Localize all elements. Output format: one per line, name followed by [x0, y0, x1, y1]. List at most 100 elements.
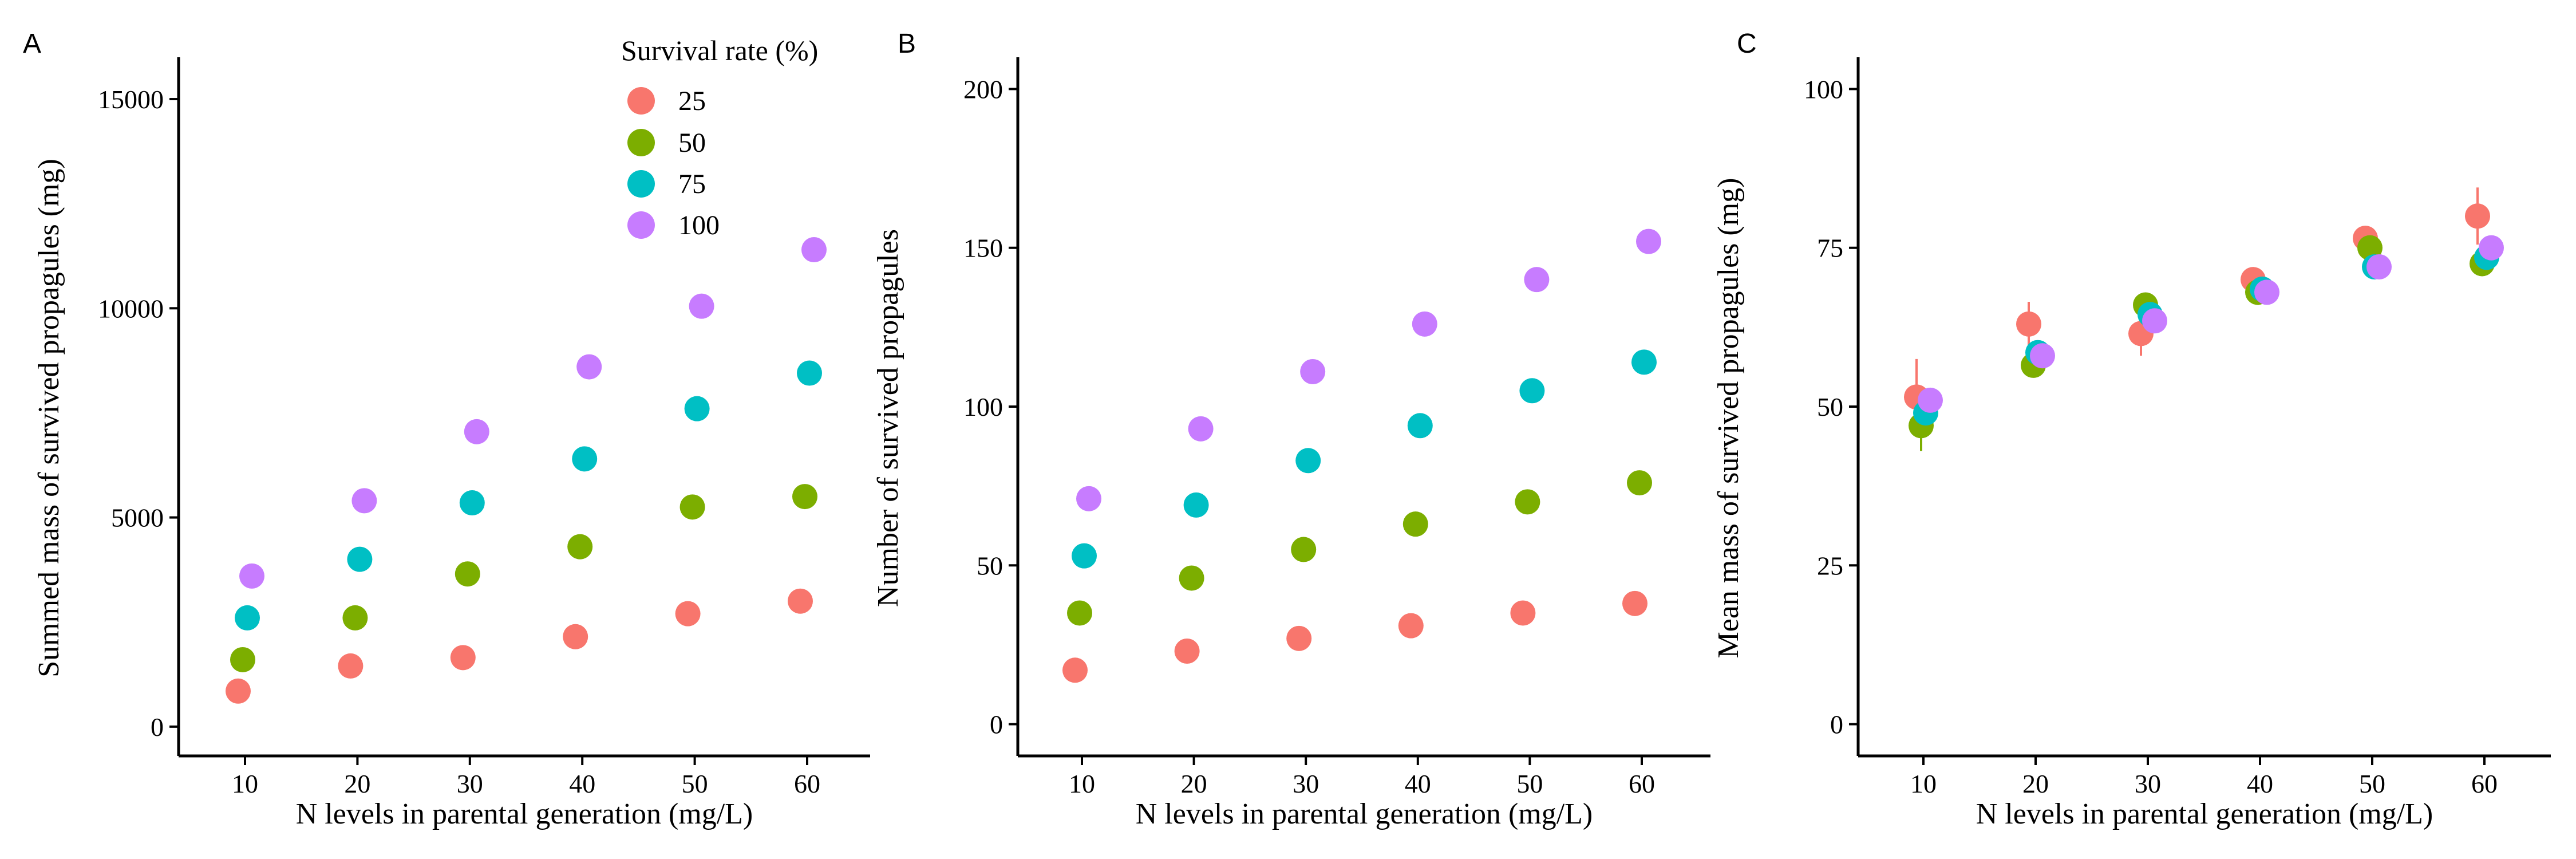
data-point-25	[1510, 600, 1536, 626]
data-point-100	[2366, 254, 2392, 279]
legend-label-75: 75	[678, 169, 706, 199]
legend-key-100	[627, 211, 655, 239]
data-point-100	[1188, 416, 1214, 442]
legend-key-75	[627, 170, 655, 198]
y-tick-label: 0	[151, 712, 164, 742]
data-point-100	[351, 488, 377, 514]
x-tick-label: 50	[682, 769, 708, 798]
panel-letter-b: B	[898, 29, 916, 59]
data-point-100	[2479, 235, 2504, 261]
data-point-75	[347, 546, 373, 572]
x-tick-label: 10	[1069, 769, 1095, 798]
data-point-100	[239, 563, 264, 589]
y-tick-label: 100	[963, 392, 1003, 421]
data-point-25	[563, 624, 588, 649]
panel-b-plot: 0 50 100 150 200 10 20 30 40 50 60 N levels in pare…	[872, 57, 1710, 830]
data-point-100	[576, 354, 602, 380]
y-axis-title: Mean mass of survived propagules (mg)	[1712, 178, 1745, 658]
data-point-50	[1291, 537, 1317, 562]
data-point-25	[1622, 590, 1647, 616]
data-point-50	[2357, 235, 2383, 261]
y-tick-label: 50	[977, 551, 1003, 580]
data-point-25	[2016, 311, 2041, 337]
legend-entry-75: 75	[627, 169, 706, 199]
data-point-100	[2030, 343, 2055, 369]
data-point-100	[2142, 308, 2167, 334]
data-point-50	[792, 484, 817, 510]
data-point-100	[801, 237, 827, 263]
data-point-75	[1407, 413, 1433, 439]
data-point-100	[1300, 359, 1326, 384]
panel-letter-a: A	[23, 29, 41, 59]
data-point-100	[1076, 486, 1101, 511]
data-point-50	[1067, 600, 1092, 626]
data-point-25	[1286, 625, 1312, 651]
x-axis-title: N levels in parental generation (mg/L)	[296, 798, 753, 830]
legend-key-50	[627, 129, 655, 156]
y-tick-label: 200	[963, 74, 1003, 104]
x-tick-label: 10	[1910, 769, 1937, 798]
data-point-75	[1072, 543, 1097, 569]
data-point-75	[572, 446, 598, 472]
data-point-50	[1515, 489, 1540, 515]
legend: Survival rate (%) 25 50 75 100	[621, 34, 818, 241]
x-tick-label: 30	[457, 769, 483, 798]
x-tick-label: 10	[232, 769, 258, 798]
y-axis-title: Number of survived propagules	[872, 229, 904, 607]
data-point-75	[1631, 349, 1657, 375]
panel-c-plot: 0 25 50 75 100 10 20 30 40 50 60 N levels in parent…	[1712, 57, 2551, 830]
data-point-25	[1398, 613, 1424, 639]
y-tick-label: 150	[963, 234, 1003, 263]
data-point-75	[459, 490, 485, 516]
data-point-50	[342, 605, 368, 631]
panel-letter-c: C	[1737, 29, 1757, 59]
data-point-50	[455, 561, 480, 587]
data-point-100	[1412, 311, 1437, 337]
y-tick-label: 25	[1817, 551, 1843, 580]
data-point-25	[1174, 639, 1200, 664]
x-tick-label: 60	[1629, 769, 1655, 798]
data-point-100	[1524, 267, 1550, 293]
x-tick-label: 60	[794, 769, 820, 798]
x-tick-label: 30	[1293, 769, 1319, 798]
legend-entry-50: 50	[627, 128, 706, 158]
x-tick-label: 50	[1516, 769, 1543, 798]
data-point-100	[1918, 387, 1943, 413]
x-tick-label: 20	[344, 769, 370, 798]
x-tick-label: 40	[569, 769, 595, 798]
legend-label-50: 50	[678, 128, 706, 158]
data-point-100	[2254, 279, 2279, 305]
y-tick-label: 50	[1817, 392, 1843, 421]
y-tick-label: 15000	[98, 85, 164, 114]
x-tick-label: 40	[1405, 769, 1431, 798]
data-point-75	[797, 360, 822, 386]
y-tick-label: 10000	[98, 294, 164, 323]
data-point-50	[567, 534, 593, 559]
y-axis-title: Summed mass of survived propagules (mg)	[33, 159, 65, 677]
data-point-75	[684, 396, 710, 421]
data-point-25	[226, 678, 251, 704]
data-point-75	[235, 605, 260, 631]
data-point-100	[689, 293, 714, 319]
data-point-25	[2465, 203, 2490, 229]
data-point-75	[1519, 378, 1545, 404]
data-point-100	[464, 419, 489, 444]
x-axis-title: N levels in parental generation (mg/L)	[1136, 798, 1593, 830]
data-point-25	[450, 645, 476, 671]
data-point-25	[675, 601, 701, 626]
legend-entry-25: 25	[627, 86, 706, 116]
legend-label-100: 100	[678, 210, 720, 241]
panel-a-plot: 0 5000 10000 15000 10 20 30 40 50 60 N levels in p…	[33, 57, 870, 830]
data-point-25	[788, 588, 813, 614]
x-tick-label: 40	[2247, 769, 2273, 798]
data-point-25	[338, 653, 364, 679]
legend-entry-100: 100	[627, 210, 720, 241]
x-tick-label: 60	[2471, 769, 2498, 798]
data-point-50	[1179, 565, 1204, 591]
legend-title: Survival rate (%)	[621, 34, 818, 66]
y-tick-label: 75	[1817, 234, 1843, 263]
x-axis-title: N levels in parental generation (mg/L)	[1976, 798, 2433, 830]
data-point-75	[1183, 492, 1209, 518]
data-point-50	[1402, 511, 1428, 537]
